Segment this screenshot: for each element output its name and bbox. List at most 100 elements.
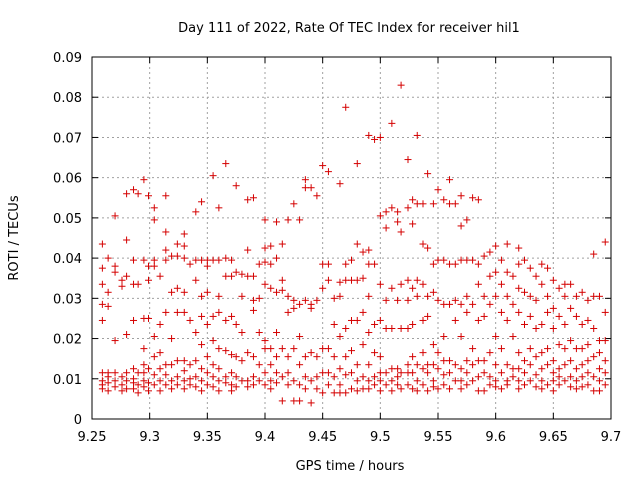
data-point <box>301 385 309 393</box>
y-tick-label: 0.02 <box>53 333 82 348</box>
data-point <box>538 377 546 385</box>
data-point <box>486 381 494 389</box>
data-point <box>209 337 217 345</box>
data-point <box>419 349 427 357</box>
data-point <box>244 383 252 391</box>
data-point <box>509 272 517 280</box>
data-point <box>549 325 557 332</box>
data-point <box>215 345 223 353</box>
data-point <box>413 292 421 300</box>
data-point <box>296 381 304 389</box>
data-point <box>549 276 557 284</box>
data-point <box>549 304 557 312</box>
y-tick-label: 0.05 <box>53 212 82 227</box>
x-tick-label: 9.6 <box>485 430 506 445</box>
data-point <box>324 369 332 377</box>
data-point <box>555 373 563 381</box>
data-point <box>492 383 500 391</box>
data-point <box>532 325 540 332</box>
data-point <box>209 373 217 381</box>
data-point <box>267 345 275 353</box>
data-point <box>180 288 188 296</box>
data-point <box>474 196 482 204</box>
data-point <box>215 377 223 385</box>
data-point <box>451 361 459 369</box>
data-point <box>162 192 170 200</box>
data-point <box>156 387 164 395</box>
data-point <box>118 282 126 290</box>
data-point <box>409 353 417 361</box>
data-point <box>203 320 211 328</box>
data-point <box>261 280 269 288</box>
data-point <box>538 280 546 288</box>
data-point <box>192 357 200 365</box>
data-point <box>509 300 517 308</box>
data-point <box>180 385 188 393</box>
data-point <box>549 369 557 377</box>
data-point <box>486 272 494 280</box>
data-point <box>601 337 609 345</box>
data-point <box>192 208 200 216</box>
data-point <box>278 276 286 284</box>
data-point <box>397 385 405 393</box>
data-point <box>173 240 181 248</box>
data-point <box>365 246 373 254</box>
data-point <box>249 272 257 280</box>
data-point <box>371 320 379 328</box>
x-tick-label: 9.55 <box>424 430 453 445</box>
data-point <box>118 373 126 381</box>
data-point <box>359 274 367 282</box>
data-point <box>267 377 275 385</box>
data-point <box>145 192 153 200</box>
data-point <box>434 186 442 194</box>
data-point <box>353 160 361 168</box>
data-point <box>440 333 448 341</box>
data-point <box>307 304 315 312</box>
data-point <box>301 296 309 304</box>
data-point <box>521 256 528 264</box>
data-point <box>486 373 494 381</box>
data-point <box>480 357 488 365</box>
data-point <box>180 230 188 238</box>
data-point <box>296 300 304 308</box>
data-point <box>595 292 603 300</box>
data-point <box>451 200 459 208</box>
data-point <box>290 345 298 353</box>
data-point <box>261 244 269 252</box>
data-point <box>336 180 344 188</box>
data-point <box>353 377 361 385</box>
data-point <box>198 387 206 395</box>
data-point <box>486 300 494 308</box>
data-point <box>130 385 138 393</box>
data-point <box>284 353 292 361</box>
data-point <box>232 182 240 190</box>
data-point <box>273 288 281 296</box>
data-point <box>601 308 609 316</box>
data-point <box>451 316 459 324</box>
data-point <box>162 246 170 254</box>
data-point <box>515 308 523 316</box>
data-point <box>376 133 384 141</box>
data-point <box>150 204 158 212</box>
data-point <box>544 308 552 316</box>
data-point <box>469 256 477 264</box>
data-point <box>324 168 332 176</box>
data-point <box>336 365 344 373</box>
data-point <box>419 280 427 288</box>
data-point <box>446 300 454 308</box>
data-point <box>301 373 309 381</box>
data-point <box>419 240 427 248</box>
data-point <box>261 381 269 389</box>
data-point <box>348 347 355 355</box>
data-point <box>348 385 355 393</box>
data-point <box>98 316 106 324</box>
data-point <box>388 387 396 395</box>
data-point <box>186 381 194 389</box>
data-point <box>544 381 552 389</box>
data-point <box>446 176 454 184</box>
data-point <box>595 387 603 395</box>
data-point <box>168 377 176 385</box>
data-point <box>503 292 511 300</box>
data-point <box>440 196 448 204</box>
x-tick-label: 9.5 <box>370 430 391 445</box>
